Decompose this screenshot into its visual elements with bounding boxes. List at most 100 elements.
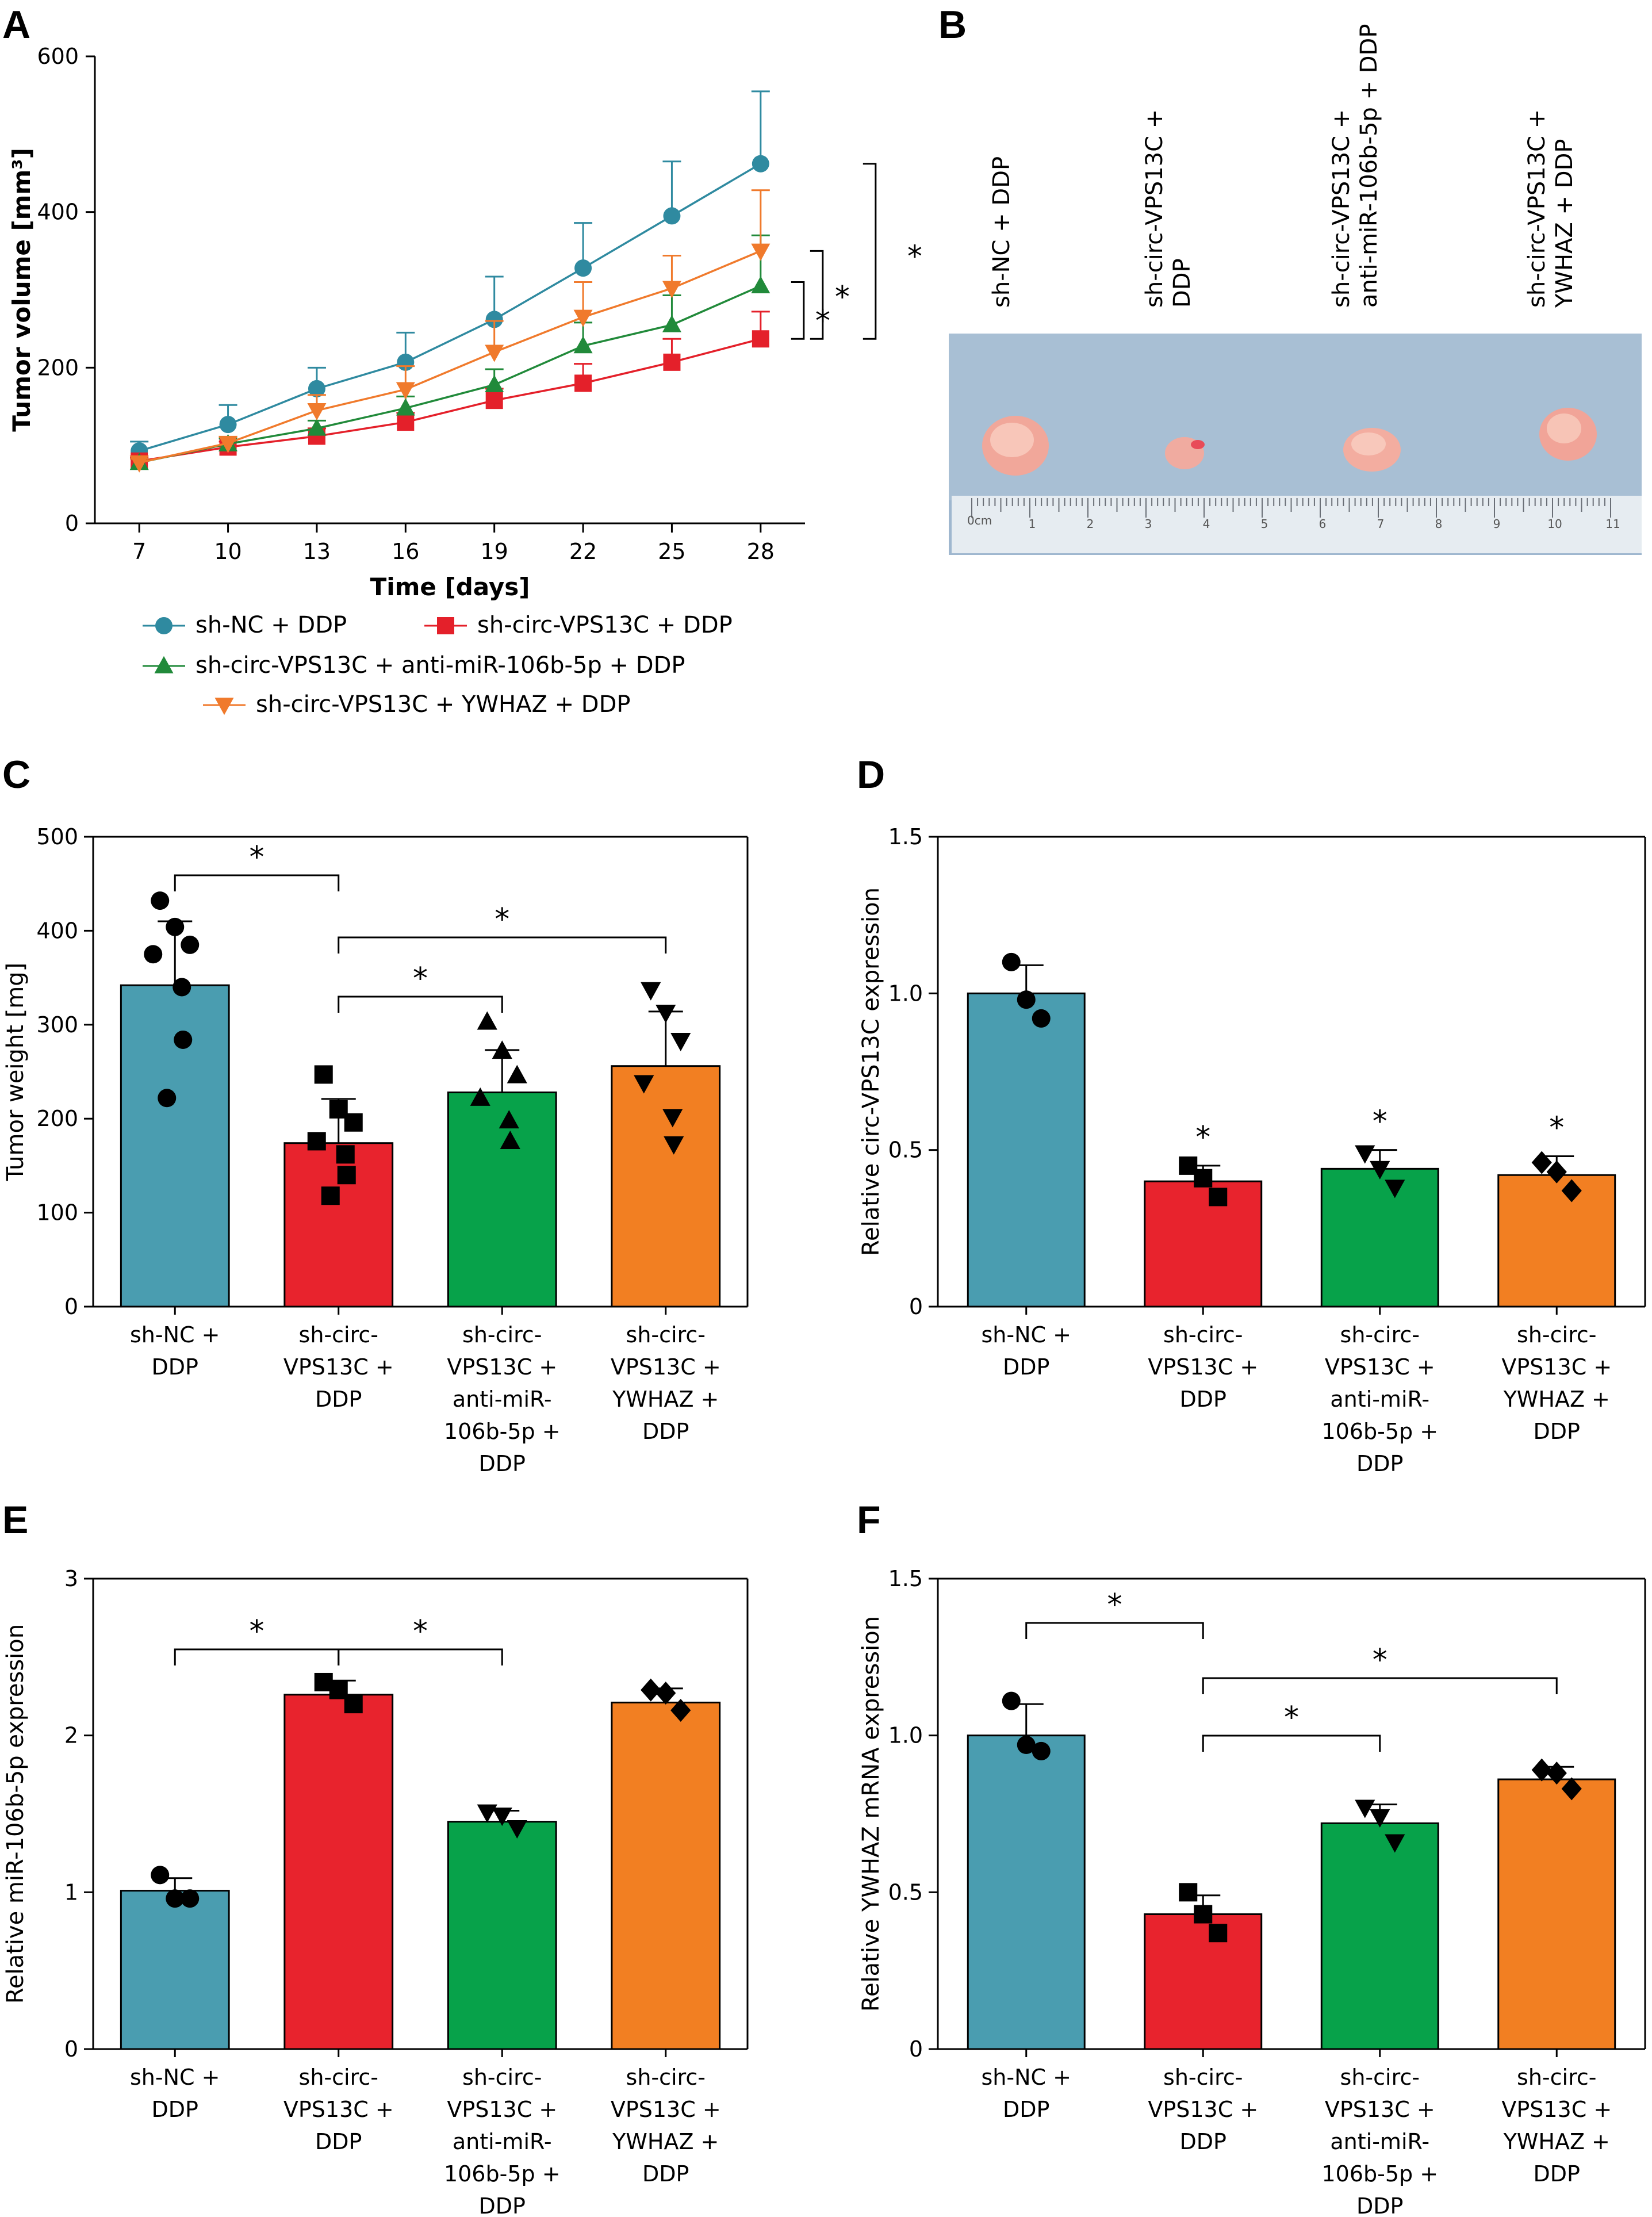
data-point bbox=[129, 455, 149, 473]
bar bbox=[283, 1694, 394, 2050]
x-category-label: sh-NC + bbox=[982, 1322, 1071, 1347]
y-tick-label: 2 bbox=[64, 1723, 78, 1748]
x-category-label: DDP bbox=[1003, 1354, 1049, 1380]
legend-marker bbox=[214, 698, 234, 715]
x-category-label: sh-NC + bbox=[130, 2065, 220, 2090]
y-tick-label: 600 bbox=[37, 44, 79, 69]
y-tick-label: 0 bbox=[64, 1294, 78, 1319]
panel-letter-f: F bbox=[857, 1498, 881, 1542]
x-category-label: VPS13C + bbox=[1501, 2097, 1612, 2122]
photo-label: sh-circ-VPS13C +YWHAZ + DDP bbox=[1524, 109, 1578, 308]
significance-bracket bbox=[810, 250, 824, 340]
significance-star: * bbox=[1107, 1588, 1122, 1622]
ruler-number: 7 bbox=[1377, 517, 1385, 531]
y-axis-title: Relative YWHAZ mRNA expression bbox=[858, 1616, 884, 2012]
bar bbox=[120, 984, 230, 1308]
ruler-ticks: 1 2 3 4 5 6 7 8 9 10 11 bbox=[971, 498, 1620, 531]
x-category-label: sh-NC + bbox=[982, 2065, 1071, 2090]
significance-bracket bbox=[1202, 1677, 1558, 1694]
significance-star: * bbox=[495, 902, 509, 937]
x-category-label: sh-circ- bbox=[1517, 1322, 1596, 1347]
x-category-label: sh-circ- bbox=[1340, 1322, 1420, 1347]
significance-bracket bbox=[791, 281, 805, 340]
x-tick-label: 16 bbox=[392, 539, 419, 564]
significance-star: * bbox=[1549, 1111, 1564, 1146]
data-point bbox=[477, 1011, 497, 1030]
data-point bbox=[344, 1695, 363, 1714]
data-point bbox=[751, 243, 771, 261]
x-category-label: VPS13C + bbox=[1325, 1354, 1435, 1380]
legend-label: sh-circ-VPS13C + DDP bbox=[477, 612, 733, 638]
x-category-label: VPS13C + bbox=[611, 1354, 721, 1380]
data-point bbox=[492, 1808, 512, 1827]
data-point bbox=[181, 935, 200, 954]
photo-label-line: sh-circ-VPS13C + bbox=[1328, 109, 1355, 308]
ruler-number: 9 bbox=[1493, 517, 1501, 531]
y-tick-label: 1.5 bbox=[888, 824, 923, 849]
panel-letter-d: D bbox=[857, 753, 885, 797]
bar bbox=[967, 1734, 1086, 2050]
significance-star: * bbox=[250, 1614, 265, 1649]
x-category-label: VPS13C + bbox=[283, 2097, 394, 2122]
y-tick-label: 0.5 bbox=[888, 1879, 923, 1905]
data-point bbox=[751, 275, 771, 293]
x-category-label: sh-circ- bbox=[626, 2065, 706, 2090]
y-tick-label: 400 bbox=[37, 200, 79, 225]
data-point bbox=[307, 403, 327, 421]
x-category-label: VPS13C + bbox=[1325, 2097, 1435, 2122]
bar bbox=[967, 992, 1086, 1308]
panel-letter-b: B bbox=[938, 3, 967, 47]
legend-marker bbox=[154, 656, 174, 673]
data-point bbox=[663, 207, 681, 225]
data-point bbox=[670, 1032, 691, 1051]
legend-marker bbox=[437, 617, 454, 634]
x-category-label: YWHAZ + bbox=[612, 2129, 719, 2154]
data-point bbox=[485, 392, 503, 409]
data-point bbox=[1546, 1160, 1567, 1184]
data-point bbox=[1355, 1799, 1375, 1818]
data-point bbox=[574, 374, 592, 392]
data-point bbox=[477, 1804, 497, 1823]
chart-c-plot: 0 100 200 300 400 500 Tumor weight [mg] sh-NC +… bbox=[2, 824, 749, 1476]
data-point bbox=[396, 382, 415, 400]
x-category-label: YWHAZ + bbox=[1503, 2129, 1610, 2154]
y-tick-label: 1.5 bbox=[888, 1566, 923, 1591]
significance-star: * bbox=[1284, 1701, 1299, 1735]
y-tick-label: 400 bbox=[36, 918, 78, 943]
x-category-label: VPS13C + bbox=[447, 1354, 557, 1380]
data-point bbox=[166, 1889, 185, 1908]
y-tick-label: 0 bbox=[909, 1294, 923, 1319]
x-category-label: DDP bbox=[1356, 1451, 1403, 1476]
y-tick-label: 500 bbox=[36, 824, 78, 849]
data-point bbox=[314, 1065, 333, 1084]
significance-star: * bbox=[413, 1614, 428, 1649]
data-point bbox=[181, 1889, 200, 1908]
panel-e-bar-chart: E 0 1 2 3 Relative miR-106b-5p expression sh-… bbox=[2, 1498, 749, 2217]
ruler-number: 3 bbox=[1145, 517, 1152, 531]
significance-star: * bbox=[835, 280, 850, 315]
x-category-label: DDP bbox=[642, 1419, 689, 1444]
x-category-label: DDP bbox=[1180, 1387, 1226, 1412]
y-tick-label: 100 bbox=[36, 1200, 78, 1226]
data-point bbox=[662, 315, 681, 332]
significance-bracket bbox=[1025, 1622, 1204, 1639]
x-category-label: DDP bbox=[1180, 2129, 1226, 2154]
data-point bbox=[1385, 1180, 1405, 1199]
photo-label-line: anti-miR-106b-5p + DDP bbox=[1356, 24, 1382, 308]
x-category-label: VPS13C + bbox=[1501, 1354, 1612, 1380]
significance-bracket bbox=[1202, 1734, 1381, 1752]
x-category-label: DDP bbox=[1356, 2193, 1403, 2217]
data-point bbox=[158, 1089, 177, 1108]
x-category-label: DDP bbox=[479, 2193, 526, 2217]
data-point bbox=[151, 891, 170, 910]
photo-group-labels: sh-NC + DDP sh-circ-VPS13C +DDP sh-circ-VP… bbox=[988, 24, 1578, 308]
chart-d-plot: 0 0.5 1.0 1.5 Relative circ-VPS13C expressio… bbox=[858, 824, 1646, 1476]
x-category-label: 106b-5p + bbox=[444, 2161, 561, 2187]
x-tick-label: 7 bbox=[132, 539, 146, 564]
x-category-label: sh-circ- bbox=[1163, 2065, 1243, 2090]
data-point bbox=[1179, 1883, 1198, 1902]
data-point bbox=[492, 1040, 512, 1059]
data-point bbox=[573, 336, 593, 354]
data-point bbox=[308, 380, 325, 397]
data-point bbox=[1355, 1145, 1375, 1164]
